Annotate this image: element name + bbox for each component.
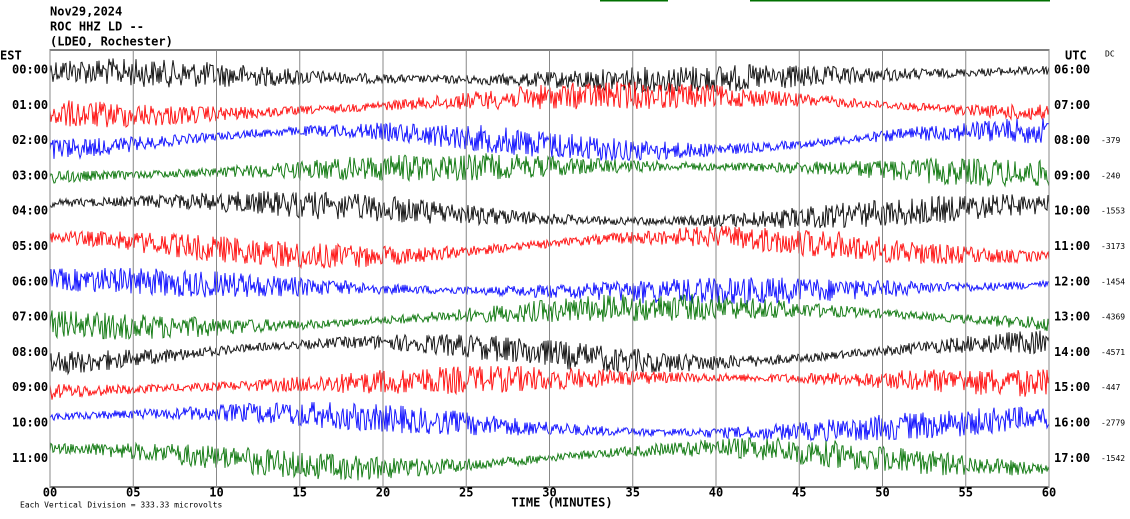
header-line: ROC HHZ LD --	[50, 20, 144, 34]
dc-value: -2779	[1101, 419, 1125, 428]
dc-value: -379	[1101, 136, 1120, 145]
x-tick-label: 15	[293, 486, 307, 500]
utc-label: 10:00	[1054, 204, 1090, 218]
x-tick-label: 50	[875, 486, 889, 500]
est-label: 01:00	[12, 98, 48, 112]
dc-value: -240	[1101, 171, 1120, 180]
x-tick-label: 05	[126, 486, 140, 500]
x-tick-label: 35	[626, 486, 640, 500]
x-tick-label: 30	[542, 486, 556, 500]
est-label: 11:00	[12, 451, 48, 465]
est-label: 08:00	[12, 345, 48, 359]
est-label: 10:00	[12, 416, 48, 430]
utc-label: 08:00	[1054, 133, 1090, 147]
utc-label: 13:00	[1054, 310, 1090, 324]
dc-title: DC	[1105, 50, 1115, 59]
utc-label: 14:00	[1054, 345, 1090, 359]
est-label: 03:00	[12, 168, 48, 182]
utc-label: 15:00	[1054, 380, 1090, 394]
dc-value: -1454	[1101, 277, 1125, 286]
x-tick-label: 60	[1042, 486, 1056, 500]
dc-value: -447	[1101, 383, 1120, 392]
est-label: 09:00	[12, 380, 48, 394]
header-line: Nov29,2024	[50, 5, 122, 19]
utc-label: 12:00	[1054, 274, 1090, 288]
est-label: 04:00	[12, 204, 48, 218]
x-tick-label: 10	[209, 486, 223, 500]
x-tick-label: 45	[792, 486, 806, 500]
utc-label: 17:00	[1054, 451, 1090, 465]
x-tick-label: 00	[43, 486, 57, 500]
left-axis-title: EST	[0, 49, 22, 63]
footnote: Each Vertical Division = 333.33 microvol…	[20, 501, 222, 510]
est-label: 07:00	[12, 310, 48, 324]
utc-label: 16:00	[1054, 416, 1090, 430]
utc-label: 06:00	[1054, 63, 1090, 77]
dc-value: -1553	[1101, 207, 1125, 216]
est-label: 00:00	[12, 63, 48, 77]
est-label: 05:00	[12, 239, 48, 253]
utc-label: 11:00	[1054, 239, 1090, 253]
dc-value: -3173	[1101, 242, 1125, 251]
right-axis-title: UTC	[1065, 49, 1087, 63]
header-line: (LDEO, Rochester)	[50, 35, 173, 49]
dc-value: -4571	[1101, 348, 1125, 357]
x-tick-label: 25	[459, 486, 473, 500]
dc-value: -4369	[1101, 313, 1125, 322]
x-tick-label: 55	[959, 486, 973, 500]
x-tick-label: 20	[376, 486, 390, 500]
est-label: 06:00	[12, 274, 48, 288]
x-axis-label: TIME (MINUTES)	[511, 496, 612, 510]
utc-label: 07:00	[1054, 98, 1090, 112]
utc-label: 09:00	[1054, 168, 1090, 182]
x-tick-label: 40	[709, 486, 723, 500]
est-label: 02:00	[12, 133, 48, 147]
dc-value: -1542	[1101, 454, 1125, 463]
